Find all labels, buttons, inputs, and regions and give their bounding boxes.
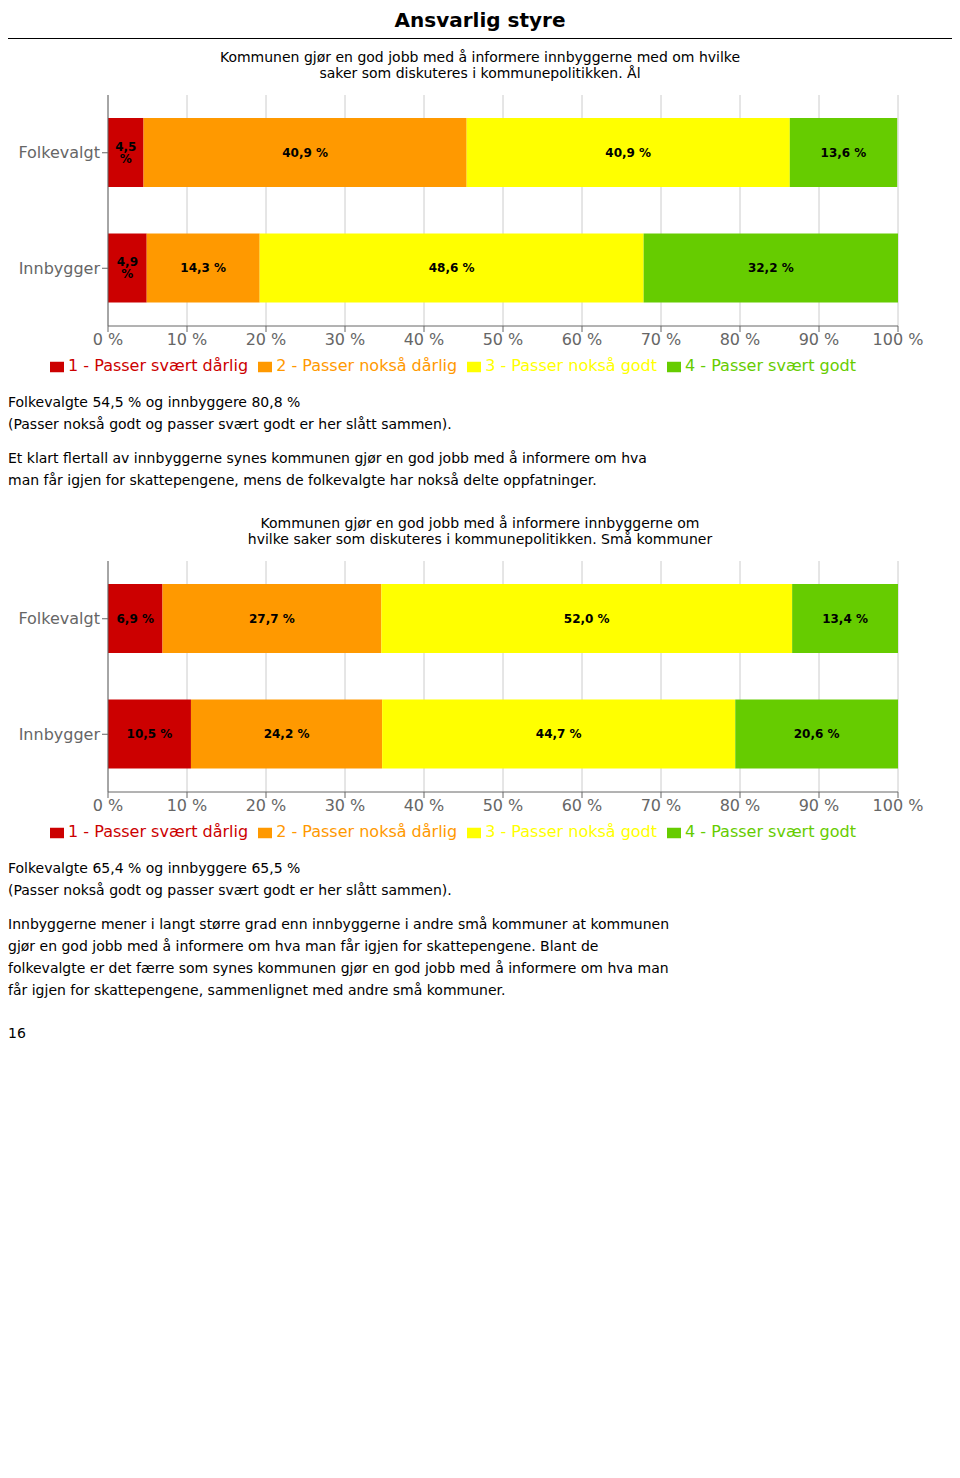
html-text:folkevalgte er det færre som s: folkevalgte er det færre som synes kommu… (8, 960, 669, 976)
html-text:Folkevalgte 54,5 % og innbygge: Folkevalgte 54,5 % og innbyggere 80,8 % (8, 394, 301, 410)
html-text:Ansvarlig styre: Ansvarlig styre (394, 8, 566, 32)
svg-text:Folkevalgt: Folkevalgt (18, 143, 100, 162)
html-text:Kommunen gjør en god jobb med: Kommunen gjør en god jobb med å informer… (247, 515, 713, 547)
html-text:Kommunen gjør en god jobb med: Kommunen gjør en god jobb med å informer… (219, 49, 741, 81)
svg-text:70 %: 70 % (641, 796, 682, 815)
svg-text:60 %: 60 % (562, 330, 603, 349)
svg-text:60 %: 60 % (562, 796, 603, 815)
svg-text:80 %: 80 % (720, 330, 761, 349)
svg-text:Innbygger: Innbygger (19, 725, 101, 744)
svg-text:40,9 %: 40,9 % (282, 146, 328, 160)
svg-text:100 %: 100 % (873, 796, 924, 815)
svg-text:40 %: 40 % (404, 330, 445, 349)
html-text:4 - Passer svært godt: 4 - Passer svært godt (685, 356, 856, 375)
svg-text:48,6 %: 48,6 % (429, 261, 475, 275)
svg-text:13,6 %: 13,6 % (821, 146, 867, 160)
html-text:(Passer nokså godt og passer s: (Passer nokså godt og passer svært godt … (8, 416, 452, 432)
html-text:2 - Passer nokså dårlig: 2 - Passer nokså dårlig (276, 356, 458, 375)
svg-text:20 %: 20 % (246, 796, 287, 815)
svg-text:30 %: 30 % (325, 796, 366, 815)
svg-text:4,5%: 4,5% (115, 140, 136, 166)
html-text:Et klart flertall av innbygger: Et klart flertall av innbyggerne synes k… (8, 450, 647, 466)
svg-text:6,9 %: 6,9 % (117, 612, 154, 626)
svg-text:Folkevalgt: Folkevalgt (18, 609, 100, 628)
html-text:man får igjen for skattepengen: man får igjen for skattepengene, mens de… (8, 472, 597, 488)
svg-text:50 %: 50 % (483, 330, 524, 349)
svg-text:14,3 %: 14,3 % (180, 261, 226, 275)
html-text:(Passer nokså godt og passer s: (Passer nokså godt og passer svært godt … (8, 882, 452, 898)
svg-text:24,2 %: 24,2 % (264, 727, 310, 741)
html-text:3 - Passer nokså godt: 3 - Passer nokså godt (485, 356, 657, 375)
html-text:16: 16 (8, 1025, 26, 1041)
svg-text:30 %: 30 % (325, 330, 366, 349)
svg-text:10,5 %: 10,5 % (127, 727, 173, 741)
html-text:1 - Passer svært dårlig: 1 - Passer svært dårlig (68, 356, 249, 375)
svg-text:50 %: 50 % (483, 796, 524, 815)
svg-text:40 %: 40 % (404, 796, 445, 815)
svg-text:44,7 %: 44,7 % (536, 727, 582, 741)
svg-text:0 %: 0 % (93, 330, 123, 349)
html-text:gjør en god jobb med å informe: gjør en god jobb med å informere om hva … (8, 938, 599, 954)
svg-text:90 %: 90 % (799, 796, 840, 815)
svg-text:32,2 %: 32,2 % (748, 261, 794, 275)
html-text:Folkevalgte 65,4 % og innbygge: Folkevalgte 65,4 % og innbyggere 65,5 % (8, 860, 301, 876)
svg-text:70 %: 70 % (641, 330, 682, 349)
html-text:Innbyggerne mener i langt stør: Innbyggerne mener i langt større grad en… (8, 916, 670, 932)
html-text:4 - Passer svært godt: 4 - Passer svært godt (685, 822, 856, 841)
html-text:1 - Passer svært dårlig: 1 - Passer svært dårlig (68, 822, 249, 841)
svg-text:40,9 %: 40,9 % (605, 146, 651, 160)
svg-text:0 %: 0 % (93, 796, 123, 815)
html-text:2 - Passer nokså dårlig: 2 - Passer nokså dårlig (276, 822, 458, 841)
svg-text:80 %: 80 % (720, 796, 761, 815)
html-text:får igjen for skattepengene, s: får igjen for skattepengene, sammenligne… (8, 982, 506, 998)
svg-text:13,4 %: 13,4 % (822, 612, 868, 626)
svg-text:4,9%: 4,9% (117, 255, 138, 281)
svg-text:52,0 %: 52,0 % (564, 612, 610, 626)
svg-text:90 %: 90 % (799, 330, 840, 349)
svg-text:20 %: 20 % (246, 330, 287, 349)
html-text:3 - Passer nokså godt: 3 - Passer nokså godt (485, 822, 657, 841)
svg-text:10 %: 10 % (167, 796, 208, 815)
svg-text:20,6 %: 20,6 % (794, 727, 840, 741)
svg-text:27,7 %: 27,7 % (249, 612, 295, 626)
svg-text:10 %: 10 % (167, 330, 208, 349)
svg-text:Innbygger: Innbygger (19, 259, 101, 278)
svg-text:100 %: 100 % (873, 330, 924, 349)
